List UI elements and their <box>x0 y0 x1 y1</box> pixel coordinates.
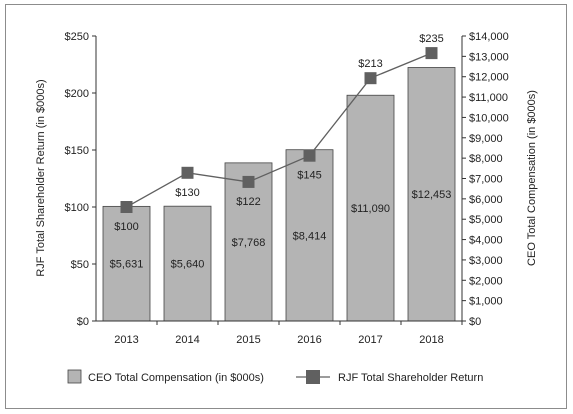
right-tick-label: $8,000 <box>469 153 503 165</box>
right-tick-label: $10,000 <box>469 112 509 124</box>
right-tick-label: $5,000 <box>469 214 503 226</box>
x-tick-label: 2017 <box>358 334 382 346</box>
tsr-line <box>126 52 432 208</box>
bar-value-label: $12,453 <box>412 189 452 201</box>
x-tick-label: 2016 <box>297 334 321 346</box>
right-tick-label: $12,000 <box>469 72 509 84</box>
bar-2018 <box>407 67 456 322</box>
right-tick-label: $11,000 <box>469 92 508 104</box>
right-tick-label: $13,000 <box>469 51 509 63</box>
bar-value-label: $8,414 <box>293 230 327 242</box>
tsr-marker-2014 <box>181 166 194 179</box>
tsr-marker-2017 <box>364 72 377 85</box>
x-tick-label: 2018 <box>419 334 443 346</box>
bar-2014 <box>163 205 212 322</box>
right-tick-label: $7,000 <box>469 174 503 186</box>
tsr-value-label: $100 <box>114 221 138 233</box>
tsr-value-label: $145 <box>297 170 321 182</box>
line-layer <box>120 47 438 213</box>
left-tick-label: $50 <box>71 259 89 271</box>
right-tick-label: $3,000 <box>469 255 503 267</box>
bar-value-label: $7,768 <box>232 237 266 249</box>
right-tick-label: $1,000 <box>469 296 503 308</box>
bar-value-label: $5,640 <box>171 259 205 271</box>
bar-2015 <box>224 162 273 322</box>
tsr-marker-2018 <box>425 47 438 60</box>
legend-bar-label: CEO Total Compensation (in $000s) <box>88 372 264 384</box>
tsr-value-label: $235 <box>419 33 443 45</box>
axes-layer: $0 $50 $100 $150 $200 $250 $0 $1,000 $2,000 $3,00… <box>65 31 509 346</box>
right-tick-label: $0 <box>469 316 481 328</box>
left-tick-label: $0 <box>77 316 89 328</box>
tsr-value-label: $122 <box>236 196 260 208</box>
right-tick-label: $9,000 <box>469 133 503 145</box>
legend-line-marker <box>306 370 320 384</box>
labels-layer: $5,631 $5,640 $7,768 $8,414 $11,090 $12,453 $1… <box>110 33 452 271</box>
left-tick-label: $100 <box>65 202 89 214</box>
chart-frame <box>5 4 567 409</box>
x-tick-label: 2014 <box>175 334 199 346</box>
tsr-value-label: $130 <box>175 187 199 199</box>
right-tick-label: $6,000 <box>469 194 503 206</box>
left-tick-label: $150 <box>65 145 89 157</box>
bar-value-label: $5,631 <box>110 259 144 271</box>
legend: CEO Total Compensation (in $000s) RJF To… <box>67 369 483 384</box>
x-tick-label: 2015 <box>236 334 260 346</box>
tsr-value-label: $213 <box>358 58 382 70</box>
bar-2016 <box>285 149 334 322</box>
tsr-marker-2016 <box>303 149 316 162</box>
right-tick-label: $4,000 <box>469 235 503 247</box>
bar-value-label: $11,090 <box>351 203 390 215</box>
left-tick-label: $250 <box>65 31 89 43</box>
tsr-marker-2013 <box>120 201 133 213</box>
x-tick-label: 2013 <box>114 334 138 346</box>
right-tick-label: $2,000 <box>469 275 503 287</box>
left-axis-title: RJF Total Shareholder Return (in $000s) <box>35 79 47 276</box>
legend-line-label: RJF Total Shareholder Return <box>338 372 483 384</box>
right-axis-title: CEO Total Compensation (in $000s) <box>526 90 538 266</box>
right-tick-label: $14,000 <box>469 31 509 43</box>
legend-bar-swatch <box>67 369 82 384</box>
bars-layer <box>102 67 456 322</box>
left-tick-label: $200 <box>65 88 89 100</box>
tsr-marker-2015 <box>242 175 255 188</box>
